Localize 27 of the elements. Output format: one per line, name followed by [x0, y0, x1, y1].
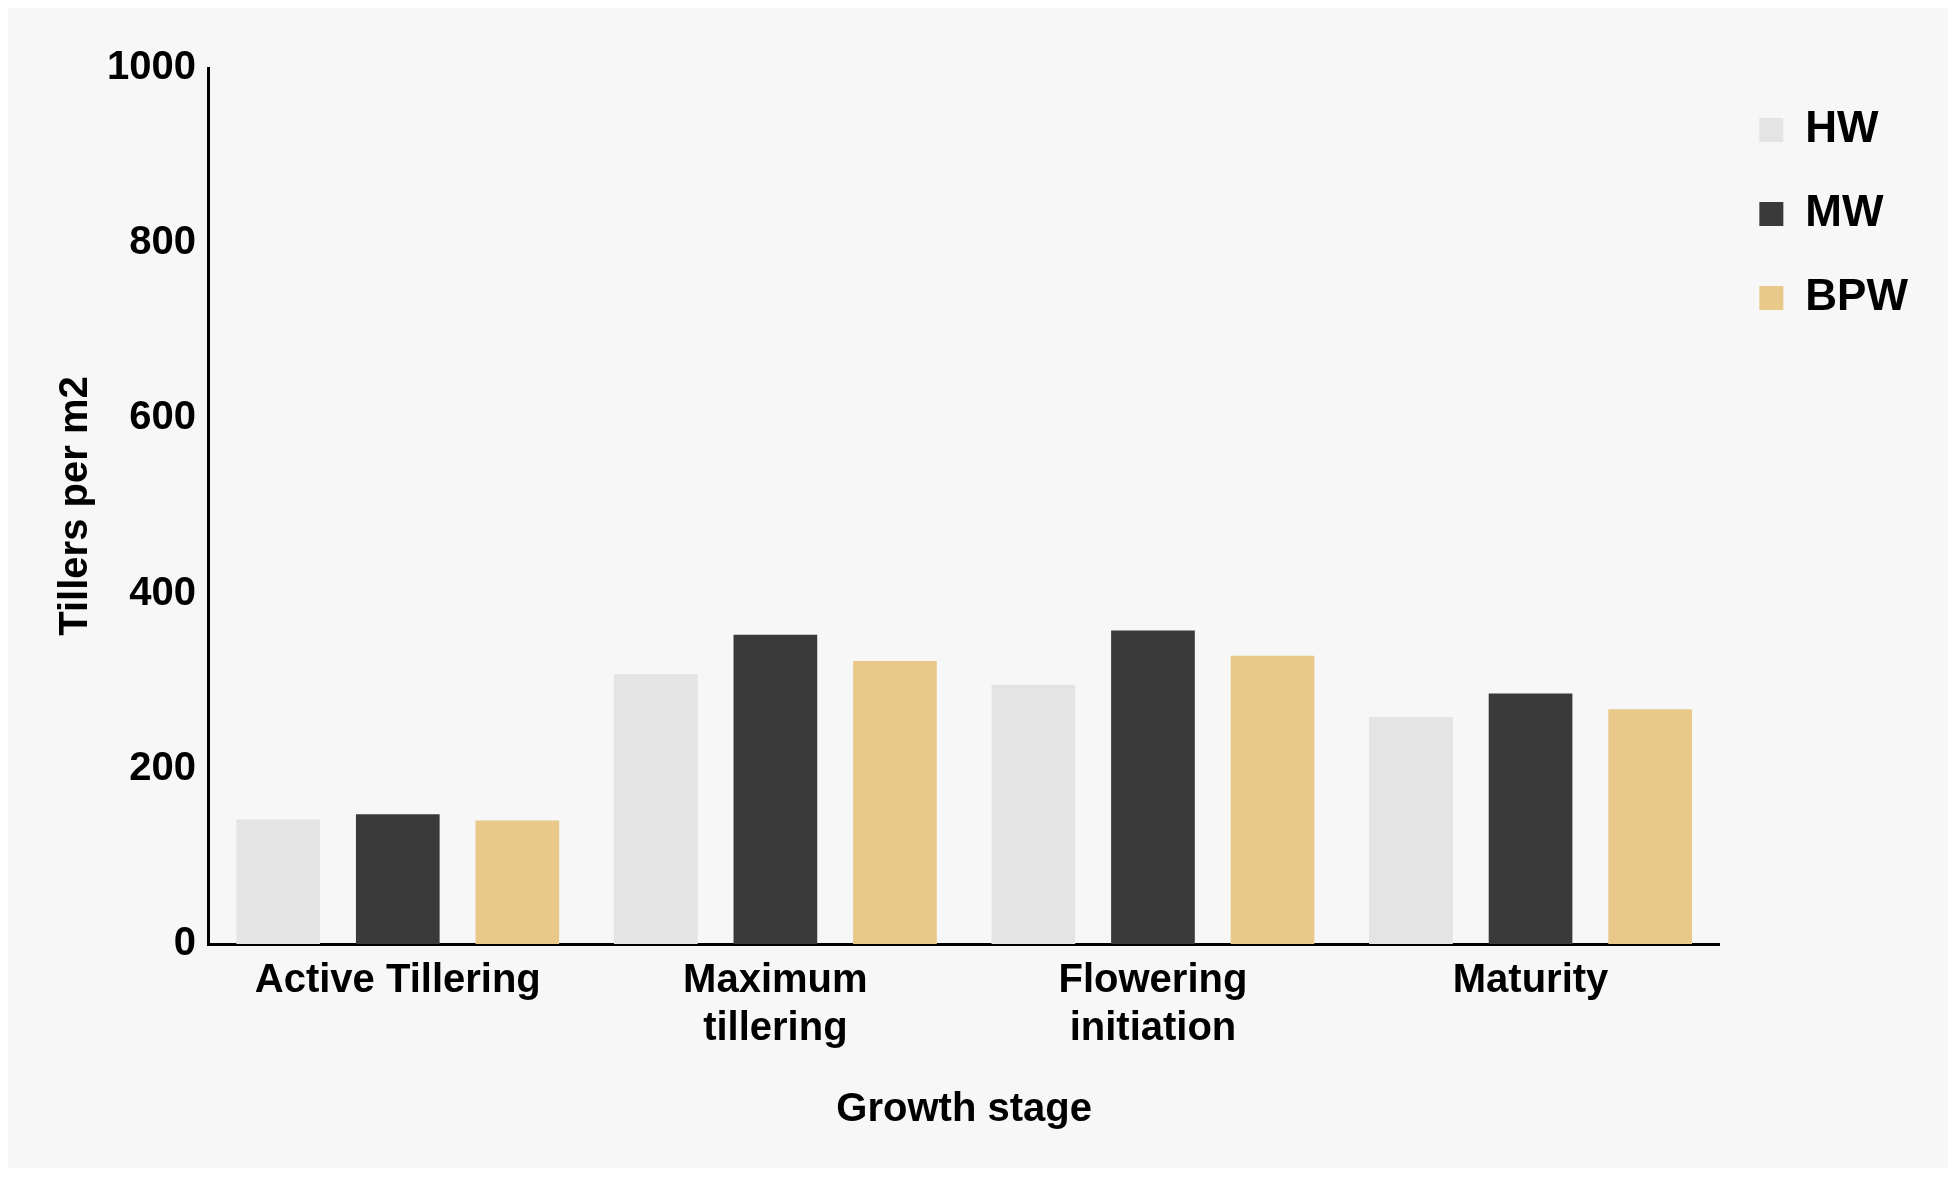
- bar: [475, 820, 560, 944]
- bar: [1111, 630, 1195, 944]
- legend-label: BPW: [1805, 270, 1909, 320]
- bar: [853, 661, 937, 944]
- x-tick-label: Flowering initiation: [1058, 956, 1248, 1049]
- y-tick-label: 0: [173, 919, 196, 964]
- y-tick-label: 1000: [107, 43, 196, 88]
- bar: [355, 814, 440, 944]
- bar: [733, 634, 818, 944]
- y-tick-label: 800: [129, 218, 196, 263]
- bar: [1608, 709, 1692, 944]
- bar: [236, 819, 321, 944]
- x-axis-title: Growth stage: [836, 1085, 1092, 1130]
- y-tick-label: 200: [129, 743, 196, 788]
- x-tick-label: Maximum tillering: [683, 956, 868, 1049]
- y-axis-title: Tillers per m2: [51, 376, 96, 636]
- y-tick-label: 400: [129, 568, 196, 613]
- bar: [613, 674, 698, 944]
- bar: [1369, 717, 1453, 944]
- legend-label: MW: [1805, 186, 1884, 236]
- x-tick-label: Maturity: [1452, 956, 1610, 1001]
- bar: [1488, 693, 1573, 944]
- y-tick-label: 600: [129, 393, 196, 438]
- x-tick-label: Active Tillering: [254, 956, 541, 1001]
- bar: [1230, 655, 1315, 944]
- legend-label: HW: [1805, 102, 1880, 152]
- bar: [991, 684, 1076, 944]
